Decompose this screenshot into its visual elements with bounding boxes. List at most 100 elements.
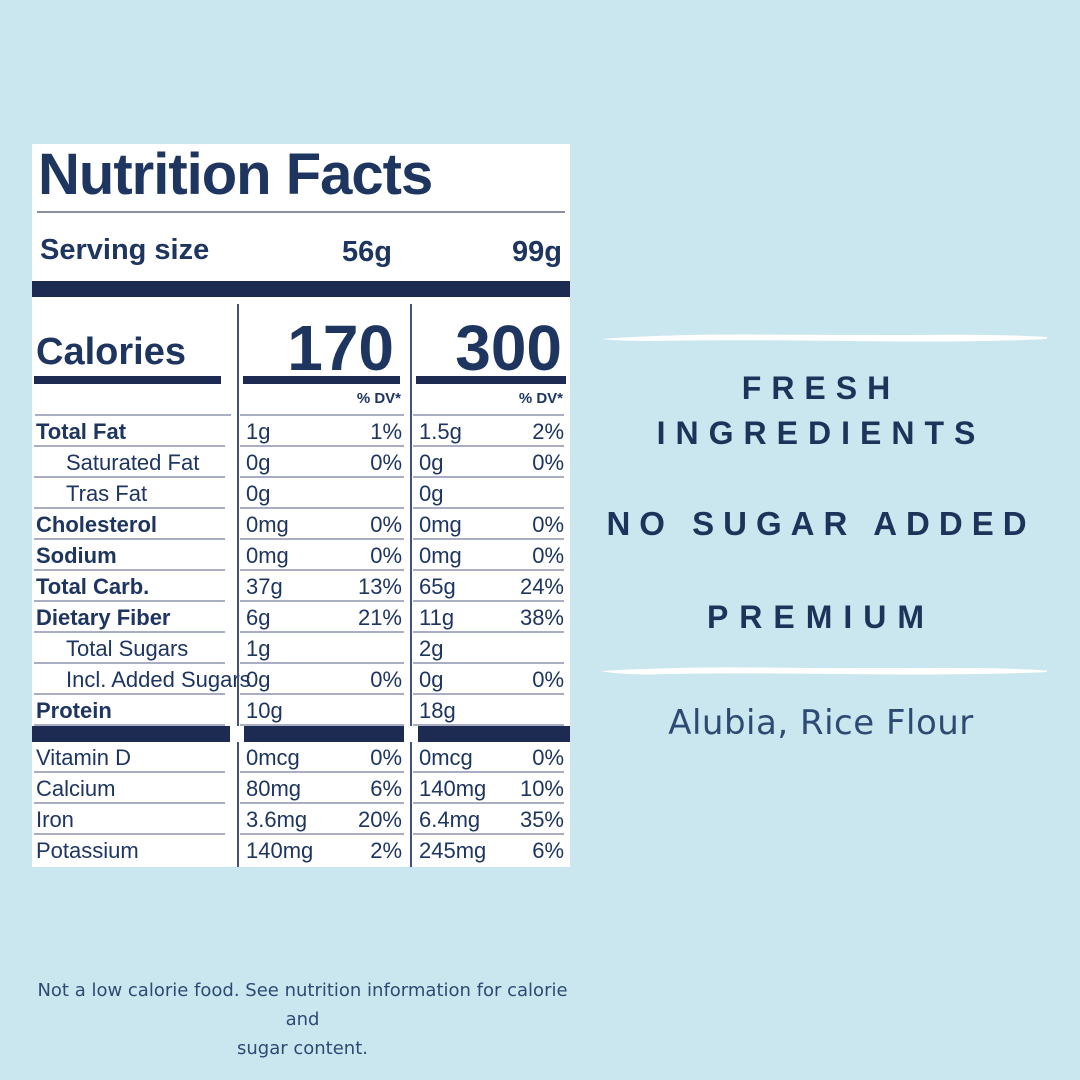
column-divider: [237, 304, 239, 867]
serving-value-2: 99g: [512, 236, 562, 268]
nutrient-dv: 10%: [519, 776, 564, 801]
nutrient-row: Dietary Fiber 6g 21% 11g 38%: [32, 602, 570, 633]
nutrient-name: Incl. Added Sugars: [32, 664, 251, 695]
nutrient-value-cell: 0mg 0%: [237, 540, 410, 571]
nutrient-dv: 0%: [370, 543, 402, 568]
nutrient-amount: 11g: [419, 605, 455, 630]
nutrient-row: Protein 10g 18g: [32, 695, 570, 726]
nutrient-row: Vitamin D 0mcg 0% 0mcg 0%: [32, 742, 570, 773]
thick-separator-mid: [32, 726, 570, 742]
calories-row: Calories 170 300: [32, 304, 570, 384]
nutrient-value-cell: 0mg 0%: [237, 509, 410, 540]
nutrient-dv: 35%: [519, 807, 564, 832]
nutrient-dv: 0%: [370, 745, 402, 770]
nutrient-value-cell: 11g 38%: [410, 602, 570, 633]
brush-stroke-top: [601, 334, 1047, 342]
nutrient-amount: 140mg: [419, 776, 487, 801]
footnote: Not a low calorie food. See nutrition in…: [30, 976, 575, 1063]
nutrient-amount: 0mg: [246, 543, 289, 568]
nutrient-dv: 0%: [370, 667, 402, 692]
nutrient-amount: 65g: [419, 574, 456, 599]
nutrient-row: Potassium 140mg 2% 245mg 6%: [32, 835, 570, 866]
nutrient-name: Potassium: [36, 838, 139, 863]
nutrient-dv: 2%: [532, 419, 564, 444]
nutrient-value-cell: 0g 0%: [410, 447, 570, 478]
calories-rule: [34, 376, 221, 384]
nutrient-dv: 13%: [357, 574, 402, 599]
nutrient-value-cell: 140mg 10%: [410, 773, 570, 804]
nutrient-value-cell: 6g 21%: [237, 602, 410, 633]
nutrient-row: Total Carb. 37g 13% 65g 24%: [32, 571, 570, 602]
calories-rule: [243, 376, 400, 384]
nutrient-amount: 10g: [246, 698, 283, 723]
nutrient-dv: 0%: [370, 450, 402, 475]
nutrient-amount: 1g: [246, 419, 271, 444]
heading-line-ingredients: INGREDIENTS: [656, 415, 986, 451]
nutrient-name: Total Sugars: [32, 633, 237, 664]
heading-line-fresh: FRESH: [741, 370, 901, 406]
nutrient-amount: 37g: [246, 574, 283, 599]
nutrition-facts-label: Nutrition Facts Serving size 56g 99g Cal…: [32, 144, 570, 867]
nutrient-amount: 0g: [419, 450, 444, 475]
footnote-line-1: Not a low calorie food. See nutrition in…: [37, 980, 568, 1030]
label-title: Nutrition Facts: [38, 144, 433, 207]
nutrient-dv: 38%: [519, 605, 564, 630]
nutrient-dv: 6%: [532, 838, 564, 863]
nutrient-amount: 0mg: [246, 512, 289, 537]
nutrient-value-cell: 0g: [410, 478, 570, 509]
serving-size-label: Serving size: [40, 234, 210, 266]
nutrient-name: Total Carb.: [32, 571, 237, 602]
nutrient-amount: 80mg: [246, 776, 302, 801]
nutrient-dv: 0%: [532, 450, 564, 475]
nutrient-name: Tras Fat: [32, 478, 237, 509]
nutrient-name: Sodium: [32, 540, 237, 571]
nutrient-row: Incl. Added Sugars 0g 0% 0g 0%: [32, 664, 570, 695]
nutrient-amount: 1g: [246, 636, 271, 661]
nutrient-value-cell: 65g 24%: [410, 571, 570, 602]
nutrient-name: Vitamin D: [32, 742, 237, 773]
nutrient-amount: 140mg: [246, 838, 314, 863]
nutrient-amount: 2g: [419, 636, 444, 661]
nutrient-value-cell: 1g: [237, 633, 410, 664]
nutrient-dv: 6%: [370, 776, 402, 801]
nutrient-amount: 0g: [246, 481, 271, 506]
nutrient-amount: 0g: [419, 481, 444, 506]
nutrient-amount: 0mcg: [419, 745, 473, 770]
nutrient-name: Cholesterol: [32, 509, 237, 540]
nutrient-value-cell: 0mg 0%: [410, 509, 570, 540]
nutrient-name: Iron: [32, 804, 237, 835]
dv-header-2: % DV*: [410, 384, 570, 416]
nutrient-value-cell: 1.5g 2%: [410, 416, 570, 447]
nutrient-dv: 1%: [370, 419, 402, 444]
nutrient-name: Dietary Fiber: [32, 602, 237, 633]
ingredients-text: Alubia, Rice Flour: [668, 703, 974, 743]
nutrient-value-cell: 0mcg 0%: [410, 742, 570, 773]
heading-no-sugar-added: NO SUGAR ADDED: [606, 505, 1036, 542]
facts-grid: Calories 170 300 % DV* % DV* Total Fat 1g…: [32, 304, 570, 867]
calories-label: Calories: [36, 331, 186, 373]
heading-fresh-ingredients: FRESH INGREDIENTS: [575, 366, 1067, 456]
nutrient-dv: 0%: [370, 512, 402, 537]
nutrient-row: Iron 3.6mg 20% 6.4mg 35%: [32, 804, 570, 835]
nutrient-value-cell: 80mg 6%: [237, 773, 410, 804]
nutrient-rows: Total Fat 1g 1% 1.5g 2% Saturated Fat 0g 0% 0g 0%…: [32, 416, 570, 726]
nutrient-name: Calcium: [32, 773, 237, 804]
calories-value-2: 300: [455, 312, 562, 384]
nutrient-dv: 2%: [370, 838, 402, 863]
nutrient-amount: 18g: [419, 698, 456, 723]
nutrient-dv: 24%: [519, 574, 564, 599]
nutrient-amount: 0g: [246, 667, 271, 692]
nutrient-name: Saturated Fat: [32, 447, 237, 478]
nutrient-value-cell: 140mg 2%: [237, 835, 410, 866]
title-divider: [37, 211, 565, 213]
nutrient-amount: 1.5g: [419, 419, 462, 444]
nutrient-amount: 3.6mg: [246, 807, 308, 832]
nutrient-value-cell: 0g 0%: [237, 447, 410, 478]
nutrient-name: Protein: [32, 695, 237, 726]
nutrient-value-cell: 3.6mg 20%: [237, 804, 410, 835]
nutrient-row: Cholesterol 0mg 0% 0mg 0%: [32, 509, 570, 540]
nutrient-value-cell: 6.4mg 35%: [410, 804, 570, 835]
nutrient-value-cell: 0g 0%: [237, 664, 410, 695]
serving-value-1: 56g: [342, 236, 392, 268]
